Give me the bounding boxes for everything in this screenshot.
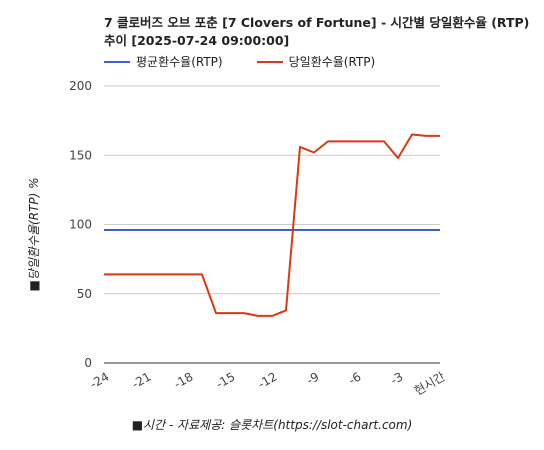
y-axis-title: ■당일환수율(RTP) % <box>27 177 41 291</box>
legend-item-average[interactable]: 평균환수율(RTP) <box>104 53 223 70</box>
y-tick-label: 200 <box>69 79 92 93</box>
legend-label-daily: 당일환수율(RTP) <box>288 55 376 69</box>
x-axis-caption: ■시간 - 자료제공: 슬롯차트(https://slot-chart.com) <box>131 418 413 432</box>
x-tick-label: 현시간 <box>412 369 448 398</box>
y-tick-label: 100 <box>69 218 92 232</box>
x-tick-label: -18 <box>172 369 196 391</box>
y-tick-label: 0 <box>84 356 92 370</box>
x-tick-label: -9 <box>304 369 321 387</box>
x-tick-label: -24 <box>88 369 112 391</box>
y-tick-label: 150 <box>69 148 92 162</box>
legend-label-average: 평균환수율(RTP) <box>136 55 223 69</box>
x-tick-label: -12 <box>256 369 280 391</box>
legend-item-daily[interactable]: 당일환수율(RTP) <box>256 53 376 70</box>
x-tick-label: -6 <box>346 369 363 387</box>
x-tick-label: -15 <box>214 369 238 391</box>
legend-swatch-average <box>104 60 130 63</box>
y-tick-label: 50 <box>77 287 92 301</box>
series-line-daily <box>104 133 440 317</box>
x-tick-label: -21 <box>130 369 154 391</box>
legend: 평균환수율(RTP) 당일환수율(RTP) <box>104 53 409 70</box>
x-tick-label: -3 <box>388 369 405 387</box>
chart-title: 7 클로버즈 오브 포춘 [7 Clovers of Fortune] - 시간… <box>104 15 530 48</box>
legend-swatch-daily <box>256 60 283 63</box>
